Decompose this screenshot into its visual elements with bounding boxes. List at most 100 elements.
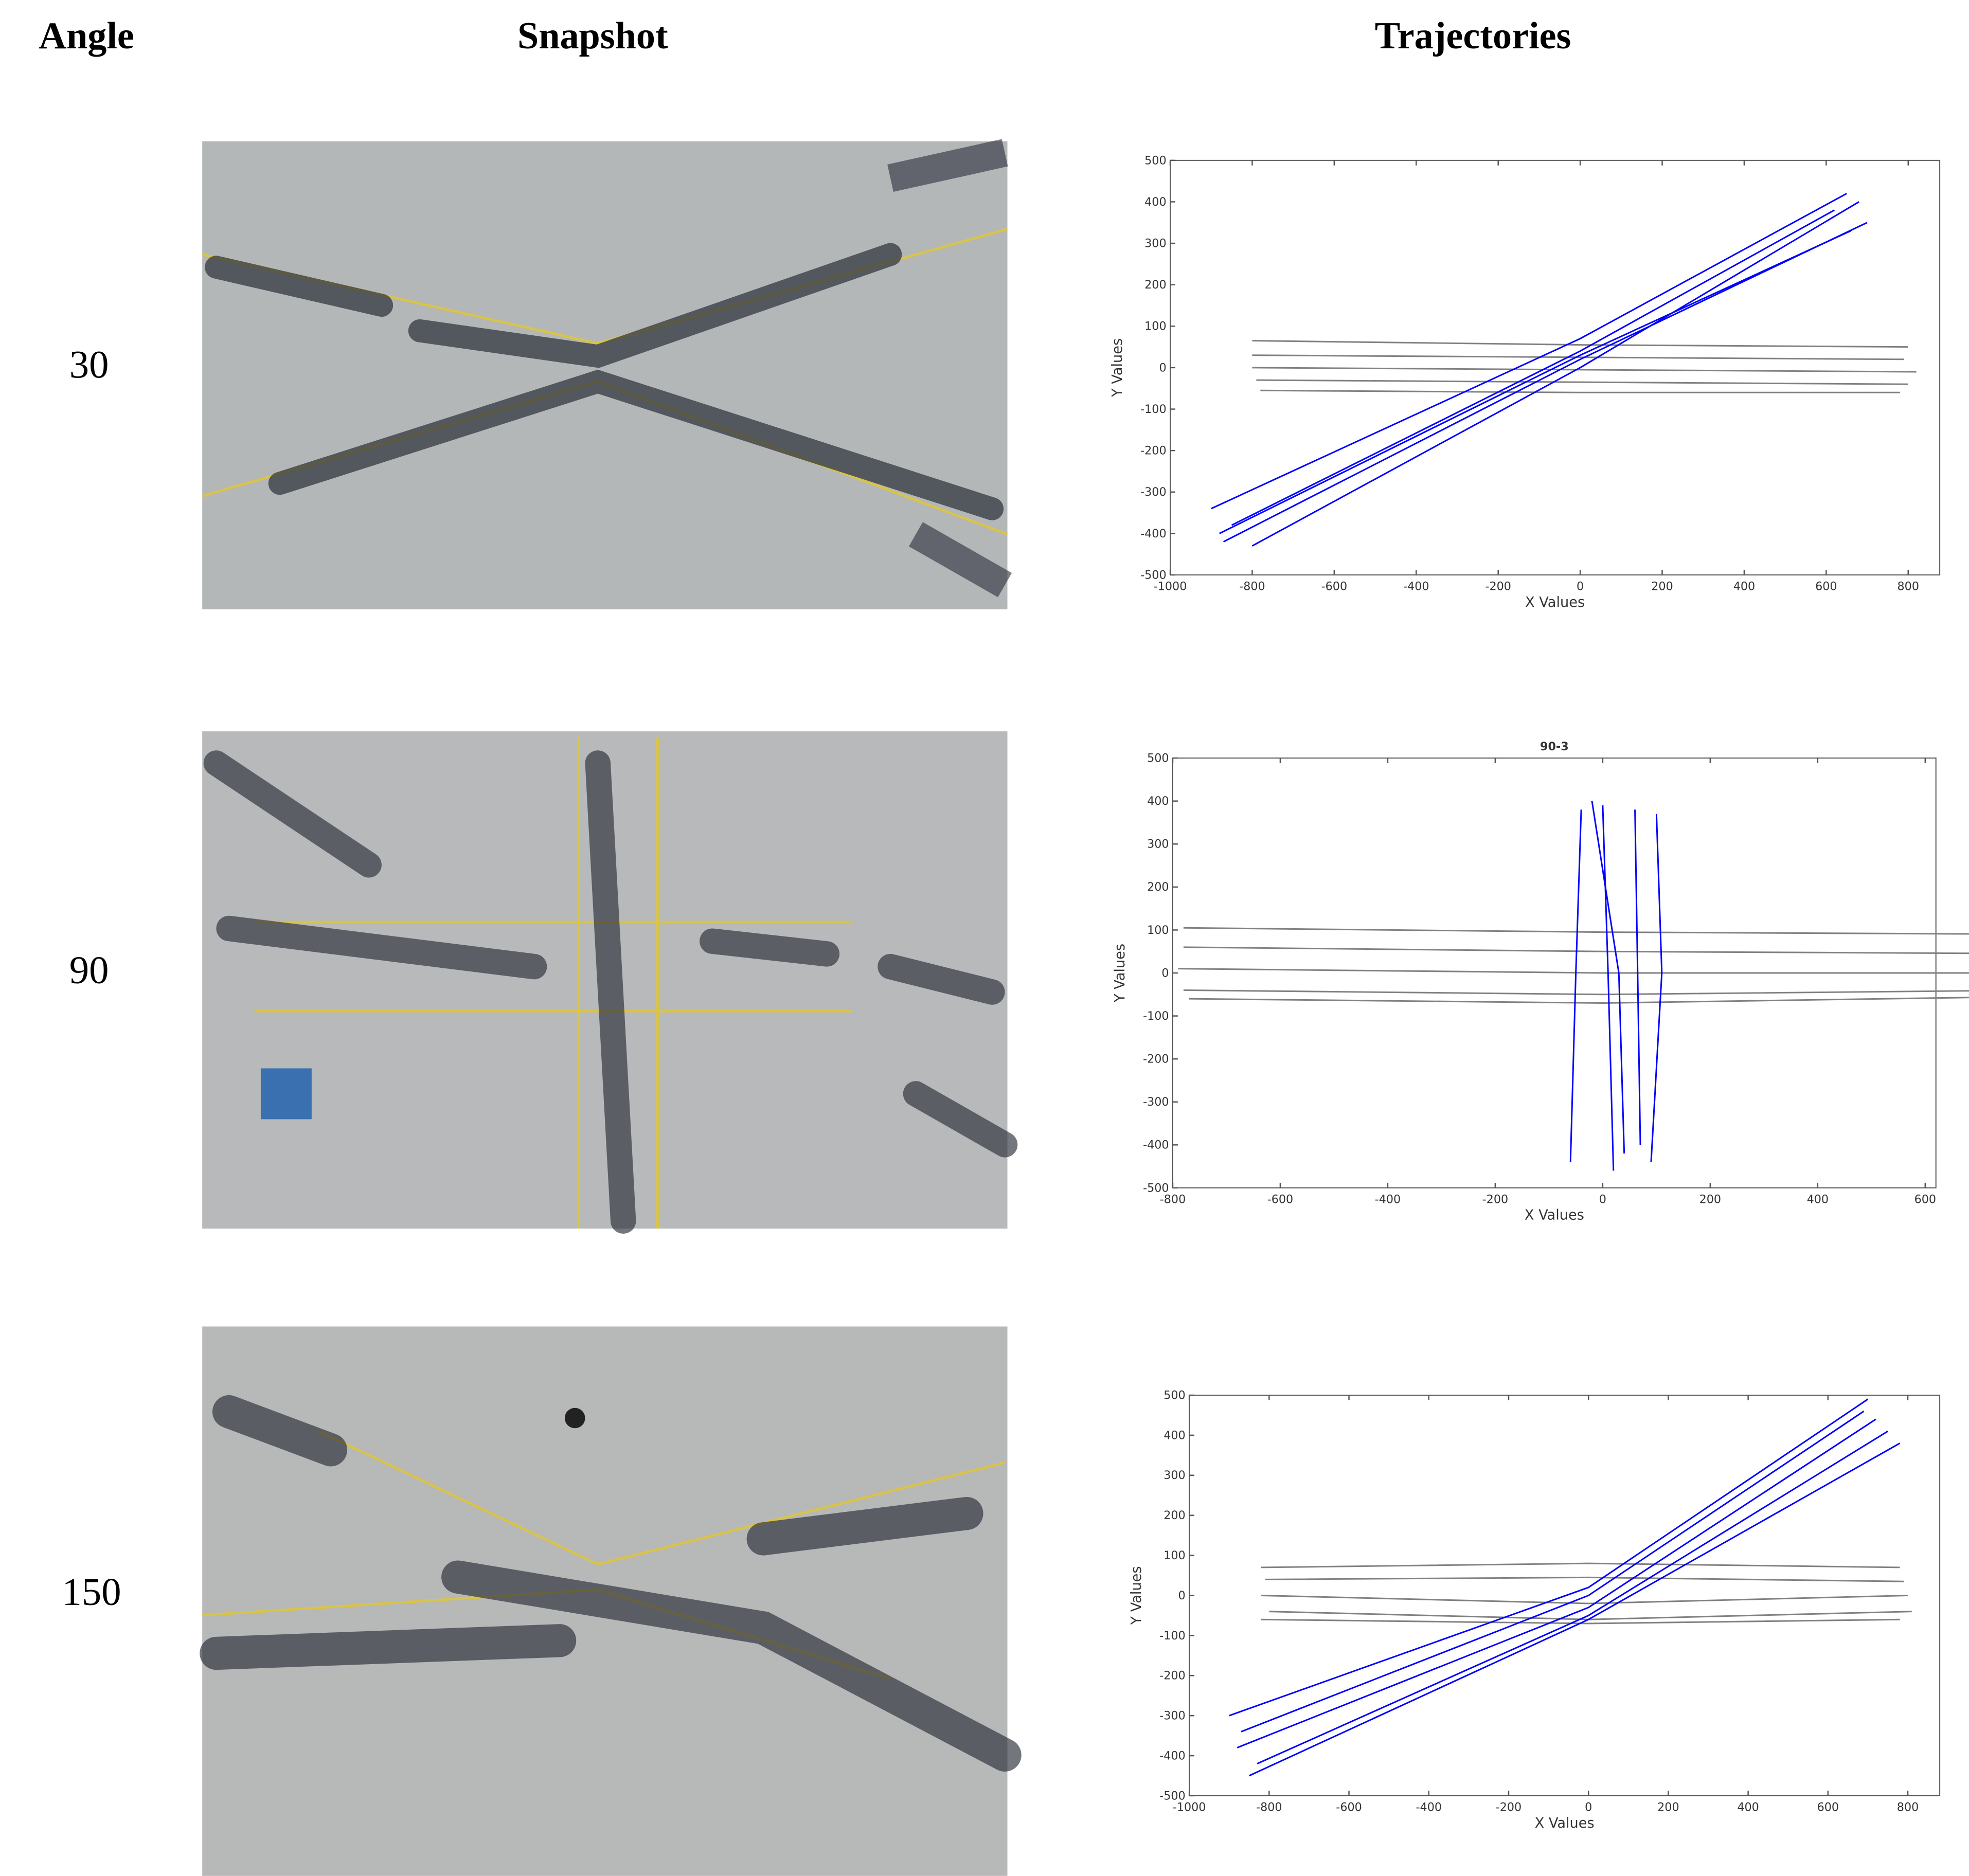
x-tick-label: -1000	[1173, 1801, 1206, 1814]
trajectory-line	[1257, 1430, 1889, 1764]
x-axis-label: X Values	[1535, 1815, 1595, 1831]
y-tick-label: 500	[1144, 154, 1166, 167]
y-tick-label: -300	[1140, 485, 1167, 499]
trajectory-line	[1261, 1594, 1908, 1604]
x-tick-label: -400	[1375, 1193, 1401, 1206]
snapshot-photo	[200, 1326, 1022, 1876]
trajectory-line	[1591, 801, 1625, 1154]
y-tick-label: 500	[1147, 752, 1169, 765]
y-tick-label: -200	[1159, 1669, 1186, 1683]
trajectory-line	[1178, 968, 1969, 974]
y-tick-label: 200	[1164, 1509, 1185, 1522]
trajectory-line	[1229, 1398, 1869, 1717]
x-tick-label: -200	[1482, 1193, 1509, 1206]
x-tick-label: -200	[1485, 580, 1511, 593]
trajectory-line	[1183, 946, 1969, 954]
y-tick-label: 400	[1164, 1429, 1185, 1442]
x-tick-label: 400	[1737, 1801, 1759, 1814]
y-axis-label: Y Values	[1112, 944, 1128, 1003]
angle-label: 150	[62, 1570, 121, 1614]
trajectory-line	[1569, 809, 1582, 1162]
trajectory-line	[1183, 989, 1969, 996]
trajectory-line	[1256, 379, 1908, 385]
y-tick-label: 100	[1147, 924, 1169, 937]
y-tick-label: -300	[1143, 1095, 1169, 1109]
angle-label: 30	[69, 343, 109, 387]
snapshot-photo	[202, 731, 1018, 1234]
x-tick-label: -400	[1403, 580, 1429, 593]
trajectory-line	[1223, 222, 1868, 543]
y-tick-label: -400	[1159, 1749, 1186, 1762]
trajectory-line	[1602, 805, 1615, 1171]
x-tick-label: -800	[1239, 580, 1265, 593]
x-axis-label: X Values	[1525, 1207, 1584, 1223]
trajectory-line	[1650, 814, 1663, 1162]
x-tick-label: 400	[1733, 580, 1755, 593]
y-tick-label: 0	[1178, 1589, 1186, 1602]
angle-label: 90	[69, 948, 109, 992]
header-snapshot: Snapshot	[517, 15, 668, 57]
trajectory-chart: -1000 -800 -600 -400 -200 0 200 400 600 800-500-4…	[1129, 1388, 1941, 1831]
y-tick-label: 0	[1161, 966, 1169, 980]
trajectory-line	[1219, 230, 1851, 534]
x-tick-label: -600	[1336, 1801, 1362, 1814]
trajectory-line	[1260, 389, 1900, 393]
y-tick-label: -500	[1143, 1181, 1169, 1195]
x-tick-label: -600	[1267, 1193, 1294, 1206]
y-tick-label: -200	[1143, 1053, 1169, 1066]
x-tick-label: 200	[1657, 1801, 1679, 1814]
trajectory-line	[1211, 193, 1847, 510]
trajectory-chart: -100 0 -800 -600 -400 -200 0 200 400 600 800 -500 -4…	[1109, 154, 1941, 610]
x-tick-label: 200	[1651, 580, 1673, 593]
y-tick-label: -400	[1143, 1139, 1169, 1152]
y-tick-label: -100	[1143, 1009, 1169, 1023]
y-tick-label: -400	[1140, 527, 1167, 540]
x-tick-label: 0	[1577, 580, 1584, 593]
x-axis-label: X Values	[1525, 594, 1585, 610]
trajectory-line	[1231, 209, 1835, 526]
y-tick-label: -300	[1159, 1709, 1186, 1723]
y-tick-label: -100	[1159, 1629, 1186, 1643]
y-tick-label: 400	[1144, 195, 1166, 209]
trajectory-line	[1248, 1442, 1901, 1777]
x-tick-label: -400	[1416, 1801, 1442, 1814]
x-tick-label: -200	[1496, 1801, 1522, 1814]
x-tick-label: 600	[1914, 1193, 1936, 1206]
trajectory-line	[1189, 997, 1969, 1004]
trajectory-line	[1251, 201, 1859, 547]
y-tick-label: 100	[1164, 1549, 1185, 1562]
trajectory-line	[1261, 1618, 1900, 1625]
y-tick-label: 300	[1144, 237, 1166, 250]
x-tick-label: 800	[1898, 580, 1919, 593]
trajectory-line	[1252, 354, 1904, 360]
x-tick-label: 400	[1807, 1193, 1829, 1206]
trajectory-line	[1183, 927, 1969, 935]
y-tick-label: -100	[1140, 403, 1167, 416]
x-tick-label: 0	[1599, 1193, 1606, 1206]
y-tick-label: 200	[1147, 880, 1169, 894]
x-tick-label: -600	[1321, 580, 1348, 593]
y-tick-label: 0	[1159, 361, 1166, 374]
trajectory-line	[1252, 340, 1908, 348]
y-tick-label: 200	[1144, 278, 1166, 292]
snapshot-photo	[202, 139, 1012, 609]
y-tick-label: 100	[1144, 320, 1166, 333]
trajectory-line	[1237, 1418, 1876, 1748]
x-tick-label: 600	[1815, 580, 1837, 593]
y-tick-label: 300	[1164, 1469, 1185, 1482]
trajectory-line	[1261, 1562, 1900, 1568]
y-tick-label: -500	[1159, 1789, 1186, 1802]
x-tick-label: -800	[1256, 1801, 1282, 1814]
x-tick-label: 600	[1817, 1801, 1839, 1814]
header-angle: Angle	[39, 15, 134, 57]
y-axis-label: Y Values	[1109, 338, 1125, 398]
x-tick-label: 200	[1699, 1193, 1721, 1206]
x-tick-label: 0	[1585, 1801, 1592, 1814]
trajectory-line	[1241, 1410, 1865, 1733]
x-tick-label: 800	[1897, 1801, 1919, 1814]
x-tick-label: -800	[1160, 1193, 1186, 1206]
y-tick-label: -500	[1140, 568, 1167, 582]
trajectory-chart: -800 -600 -400 -200 0 200 400 600 -500 -400 -300 -2…	[1112, 740, 1969, 1223]
